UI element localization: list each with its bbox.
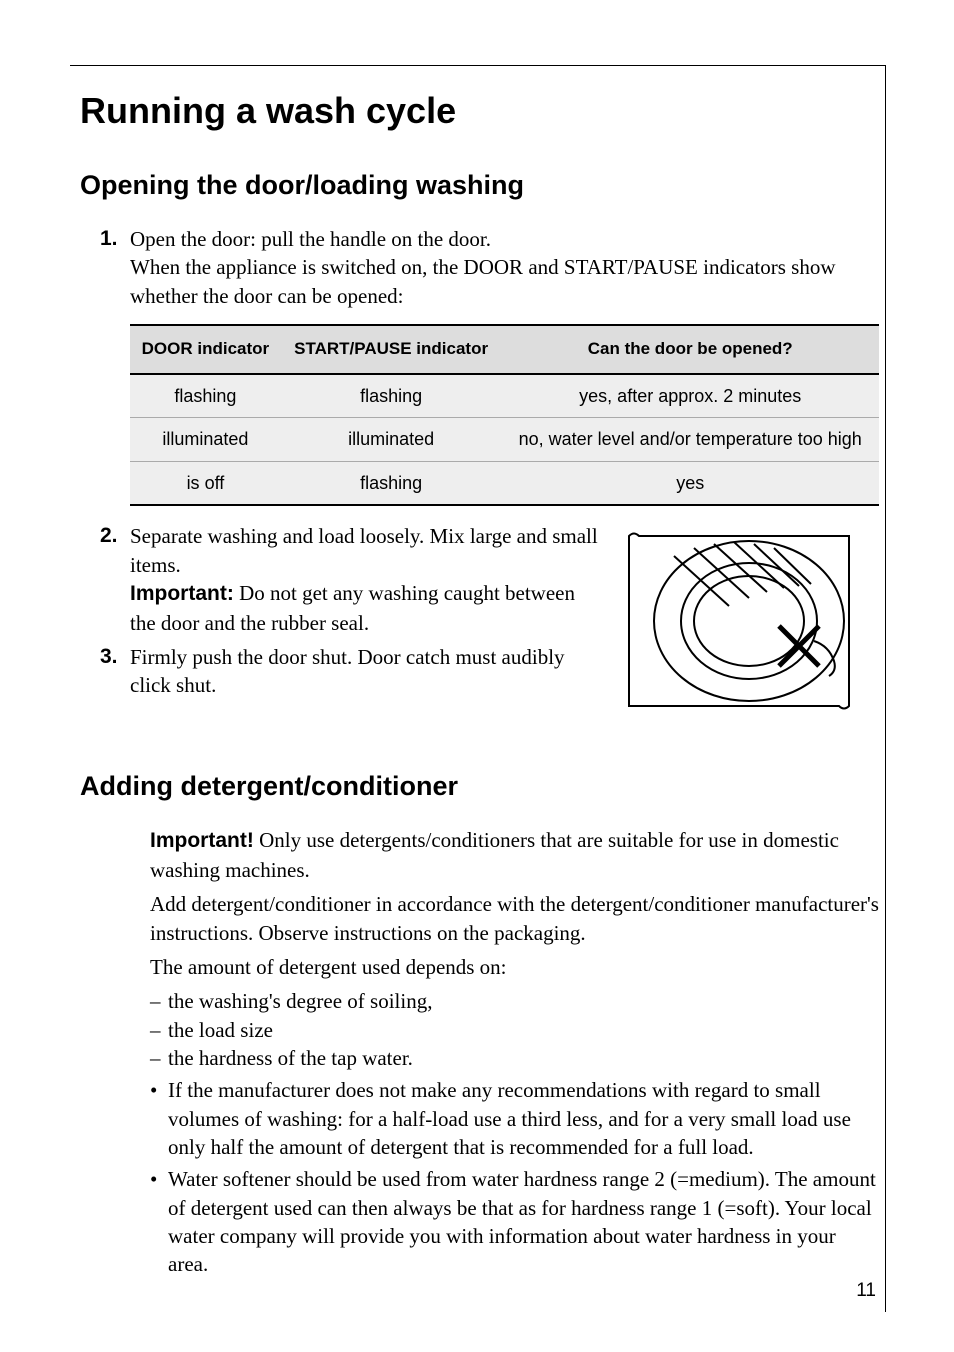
item-text: Firmly push the door shut. Door catch mu… (130, 643, 599, 700)
line: Separate washing and load loosely. Mix l… (130, 524, 598, 576)
item-text: Separate washing and load loosely. Mix l… (130, 522, 599, 636)
left-column: 2. Separate washing and load loosely. Mi… (130, 522, 599, 721)
instruction-item-3: 3. Firmly push the door shut. Door catch… (130, 643, 599, 700)
table-cell: yes, after approx. 2 minutes (501, 374, 879, 418)
table-cell: no, water level and/or temperature too h… (501, 418, 879, 462)
table-cell: flashing (281, 461, 502, 505)
instruction-item-1: 1. Open the door: pull the handle on the… (130, 225, 879, 506)
line: When the appliance is switched on, the D… (130, 255, 836, 307)
dash-list-item: the washing's degree of soiling, (150, 987, 879, 1015)
table-header: Can the door be opened? (501, 325, 879, 374)
table-header: DOOR indicator (130, 325, 281, 374)
table-cell: illuminated (281, 418, 502, 462)
table-cell: illuminated (130, 418, 281, 462)
table-cell: flashing (130, 374, 281, 418)
table-cell: yes (501, 461, 879, 505)
instruction-item-2: 2. Separate washing and load loosely. Mi… (130, 522, 599, 636)
table-header: START/PAUSE indicator (281, 325, 502, 374)
table-row: illuminated illuminated no, water level … (130, 418, 879, 462)
item-number: 2. (100, 522, 118, 550)
item-number: 3. (100, 643, 118, 671)
line: Open the door: pull the handle on the do… (130, 227, 491, 251)
item-number: 1. (100, 225, 118, 253)
table-header-row: DOOR indicator START/PAUSE indicator Can… (130, 325, 879, 374)
important-label: Important: (130, 582, 234, 605)
dash-list-item: the load size (150, 1016, 879, 1044)
bullet-list-item: Water softener should be used from water… (150, 1165, 879, 1278)
page-number: 11 (856, 1280, 876, 1302)
table-row: flashing flashing yes, after approx. 2 m… (130, 374, 879, 418)
bullet-list-item: If the manufacturer does not make any re… (150, 1076, 879, 1161)
table-row: is off flashing yes (130, 461, 879, 505)
dash-list-item: the hardness of the tap water. (150, 1044, 879, 1072)
table-cell: flashing (281, 374, 502, 418)
item-text: Open the door: pull the handle on the do… (130, 225, 879, 310)
table-cell: is off (130, 461, 281, 505)
indicator-table: DOOR indicator START/PAUSE indicator Can… (130, 324, 879, 506)
